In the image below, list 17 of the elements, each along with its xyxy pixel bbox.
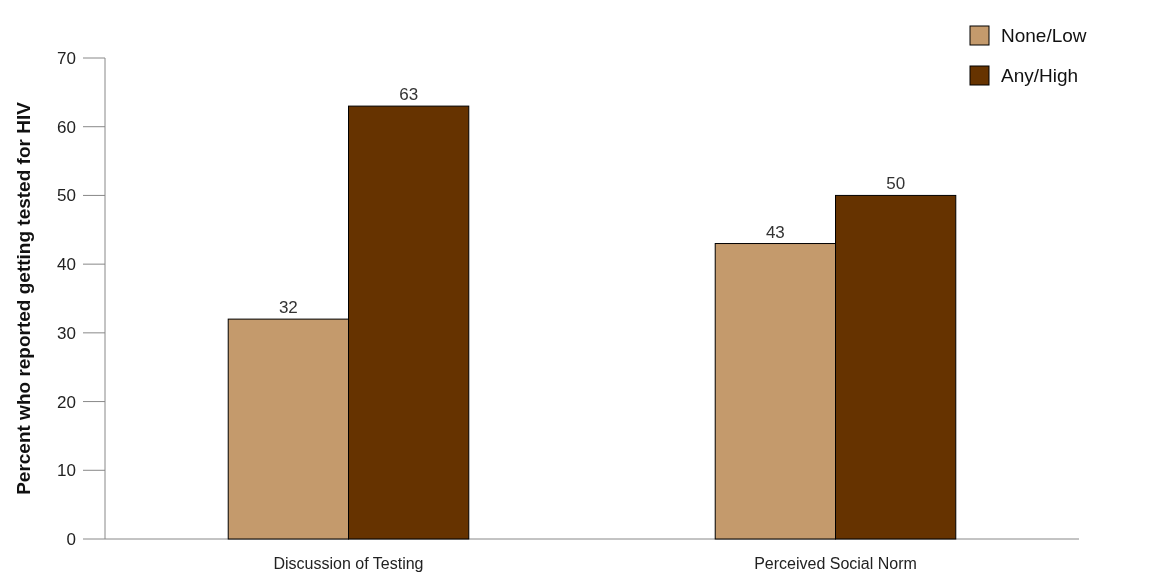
legend-label: Any/High <box>1001 64 1079 86</box>
y-tick-label: 70 <box>57 48 76 68</box>
data-label: 43 <box>765 222 785 242</box>
data-label: 32 <box>278 298 298 318</box>
y-tick-label: 40 <box>57 255 76 275</box>
y-tick-label: 0 <box>66 529 76 549</box>
y-tick-label: 50 <box>57 186 76 206</box>
data-label: 63 <box>399 85 419 105</box>
y-tick-label: 30 <box>57 323 76 343</box>
legend-label: None/Low <box>1001 24 1087 46</box>
x-tick-label: Discussion of Testing <box>273 555 424 572</box>
x-tick-label: Perceived Social Norm <box>754 555 917 572</box>
y-tick-label: 20 <box>57 392 76 412</box>
y-axis-title: Percent who reported getting tested for HIV <box>13 101 34 495</box>
data-label: 50 <box>886 174 906 194</box>
y-tick-label: 60 <box>57 117 76 137</box>
y-tick-label: 10 <box>57 461 76 481</box>
